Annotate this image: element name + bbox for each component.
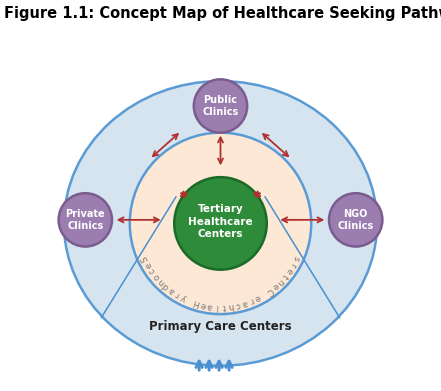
Text: l: l	[216, 302, 218, 311]
Text: n: n	[156, 276, 166, 286]
Text: c: c	[147, 266, 157, 275]
Text: n: n	[275, 276, 285, 286]
Circle shape	[174, 177, 267, 270]
Text: r: r	[174, 289, 181, 299]
Circle shape	[194, 79, 247, 133]
Text: H: H	[192, 298, 201, 308]
Text: e: e	[284, 266, 294, 275]
Text: t: t	[222, 302, 226, 311]
Text: C: C	[264, 285, 274, 296]
Text: NGO
Clinics: NGO Clinics	[337, 209, 374, 231]
Text: h: h	[228, 301, 234, 310]
Circle shape	[130, 133, 311, 314]
Text: r: r	[288, 261, 297, 268]
Text: e: e	[270, 281, 280, 291]
Text: a: a	[167, 285, 176, 296]
Text: o: o	[151, 271, 161, 281]
Text: t: t	[280, 272, 289, 280]
Text: r: r	[248, 296, 254, 305]
Circle shape	[329, 193, 382, 247]
Text: Public
Clinics: Public Clinics	[202, 95, 239, 117]
Text: S: S	[140, 254, 151, 263]
Ellipse shape	[64, 81, 377, 366]
Text: y: y	[179, 292, 188, 303]
Text: e: e	[143, 260, 154, 269]
Text: a: a	[207, 301, 213, 310]
Text: e: e	[200, 300, 207, 309]
Circle shape	[59, 193, 112, 247]
Text: Private
Clinics: Private Clinics	[65, 209, 105, 231]
Text: Primary Care Centers: Primary Care Centers	[149, 320, 292, 333]
Text: d: d	[161, 281, 171, 291]
Text: a: a	[241, 298, 248, 308]
Text: c: c	[235, 300, 241, 309]
Text: Tertiary
Healthcare
Centers: Tertiary Healthcare Centers	[188, 204, 253, 239]
Text: s: s	[291, 255, 301, 262]
Text: Figure 1.1: Concept Map of Healthcare Seeking Pathways: Figure 1.1: Concept Map of Healthcare Se…	[4, 6, 441, 21]
Text: e: e	[253, 292, 262, 303]
